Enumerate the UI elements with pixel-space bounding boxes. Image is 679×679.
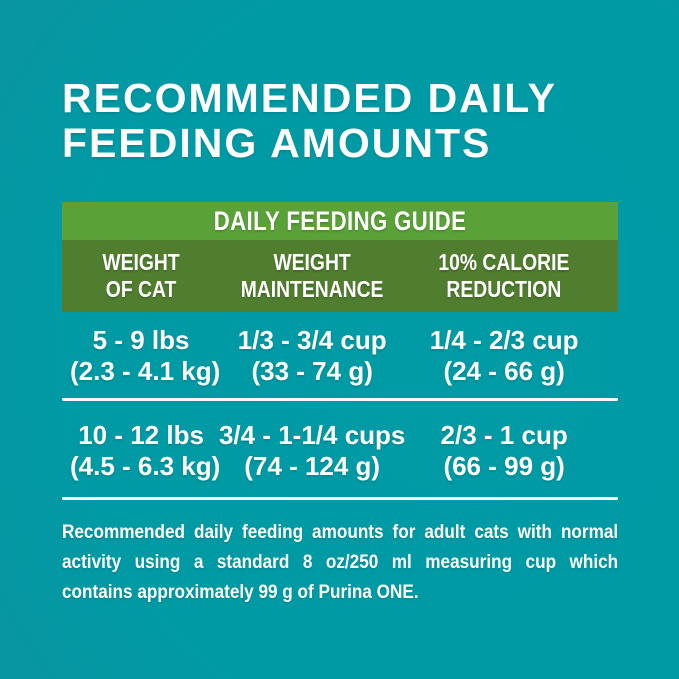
table-title: DAILY FEEDING GUIDE	[213, 205, 467, 236]
cell-calorie-reduction: 2/3 - 1 cup (66 - 99 g)	[412, 420, 618, 482]
table-header-row: WEIGHT OF CAT WEIGHT MAINTENANCE 10% CAL…	[62, 240, 618, 312]
table-row: 5 - 9 lbs (2.3 - 4.1 kg) 1/3 - 3/4 cup (…	[62, 312, 618, 398]
maintenance-cups: 1/3 - 3/4 cup	[237, 325, 387, 355]
reduction-cups: 2/3 - 1 cup	[440, 420, 568, 450]
column-header-label: WEIGHT MAINTENANCE	[240, 249, 384, 302]
footnote-line: activity using a standard 8 oz/250 ml me…	[62, 551, 619, 573]
page-title-line-2: FEEDING AMOUNTS	[62, 120, 492, 166]
maintenance-grams: (33 - 74 g)	[251, 356, 373, 386]
weight-range-imperial: 5 - 9 lbs	[92, 325, 190, 355]
column-header-calorie-reduction: 10% CALORIE REDUCTION	[412, 249, 618, 303]
column-header-label: WEIGHT OF CAT	[102, 249, 180, 302]
cell-weight-range: 10 - 12 lbs (4.5 - 6.3 kg)	[62, 420, 221, 482]
footnote: Recommended daily feeding amounts for ad…	[62, 517, 618, 607]
table-bottom-divider	[62, 497, 618, 500]
weight-range-metric: (2.3 - 4.1 kg)	[70, 356, 221, 386]
table-row: 10 - 12 lbs (4.5 - 6.3 kg) 3/4 - 1-1/4 c…	[62, 401, 618, 497]
cell-weight-maintenance: 1/3 - 3/4 cup (33 - 74 g)	[212, 325, 412, 387]
column-header-weight-of-cat: WEIGHT OF CAT	[62, 249, 212, 303]
cell-weight-maintenance: 3/4 - 1-1/4 cups (74 - 124 g)	[212, 420, 412, 482]
cell-weight-range: 5 - 9 lbs (2.3 - 4.1 kg)	[62, 325, 221, 387]
reduction-grams: (66 - 99 g)	[443, 451, 565, 481]
column-header-label: 10% CALORIE REDUCTION	[438, 249, 570, 302]
footnote-line: Recommended daily feeding amounts for ad…	[62, 521, 619, 543]
table-title-band: DAILY FEEDING GUIDE	[62, 202, 618, 240]
maintenance-grams: (74 - 124 g)	[244, 451, 381, 481]
reduction-cups: 1/4 - 2/3 cup	[429, 325, 579, 355]
maintenance-cups: 3/4 - 1-1/4 cups	[218, 420, 406, 450]
weight-range-metric: (4.5 - 6.3 kg)	[70, 451, 221, 481]
page-title: RECOMMENDED DAILY FEEDING AMOUNTS	[62, 76, 557, 166]
weight-range-imperial: 10 - 12 lbs	[78, 420, 204, 450]
daily-feeding-guide-table: DAILY FEEDING GUIDE WEIGHT OF CAT WEIGHT…	[62, 202, 618, 500]
row-divider	[62, 398, 618, 401]
cell-calorie-reduction: 1/4 - 2/3 cup (24 - 66 g)	[412, 325, 618, 387]
reduction-grams: (24 - 66 g)	[443, 356, 565, 386]
page-title-line-1: RECOMMENDED DAILY	[62, 75, 557, 121]
footnote-line: contains approximately 99 g of Purina ON…	[62, 581, 419, 603]
column-header-weight-maintenance: WEIGHT MAINTENANCE	[212, 249, 412, 303]
